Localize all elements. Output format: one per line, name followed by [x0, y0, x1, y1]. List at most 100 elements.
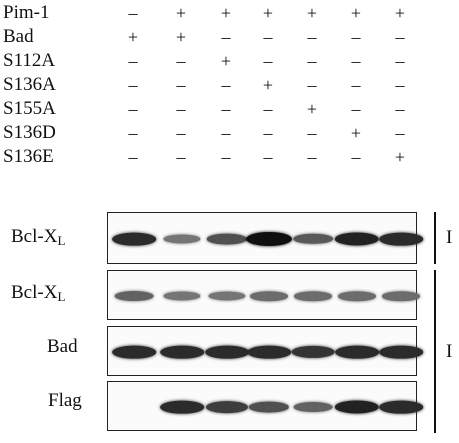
condition-sign: +: [127, 27, 139, 47]
blot-band: [379, 345, 423, 359]
condition-sign: –: [221, 123, 231, 143]
condition-sign: –: [351, 99, 361, 119]
condition-label: S112A: [3, 50, 56, 71]
condition-sign: –: [307, 27, 317, 47]
condition-sign: +: [220, 51, 232, 71]
condition-sign: –: [351, 75, 361, 95]
bracket-line-bottom: [434, 270, 436, 433]
condition-sign: –: [395, 51, 405, 71]
blot-band: [114, 291, 154, 301]
condition-sign: –: [307, 51, 317, 71]
condition-sign: +: [175, 27, 187, 47]
condition-sign: +: [394, 3, 406, 23]
condition-sign: –: [176, 123, 186, 143]
blot-label-subscript: L: [57, 233, 66, 248]
blot-band: [160, 345, 204, 359]
blot-band: [382, 291, 420, 301]
blot-label: Bcl-XL: [11, 282, 65, 308]
condition-sign: –: [221, 75, 231, 95]
condition-sign: –: [128, 3, 138, 23]
condition-sign: –: [128, 51, 138, 71]
condition-sign: +: [350, 123, 362, 143]
condition-sign: –: [221, 99, 231, 119]
blot-band: [206, 233, 248, 245]
condition-sign: –: [263, 27, 273, 47]
blot-band: [208, 291, 246, 301]
condition-sign: –: [395, 123, 405, 143]
condition-sign: +: [394, 147, 406, 167]
condition-sign: –: [395, 75, 405, 95]
blot-band: [335, 345, 379, 359]
blot-band: [163, 234, 201, 244]
condition-sign: +: [175, 3, 187, 23]
panel-group-mark-top: I: [446, 227, 453, 248]
blot-panel-flag: [107, 381, 423, 431]
condition-sign: +: [350, 3, 362, 23]
condition-sign: –: [307, 75, 317, 95]
condition-sign: –: [307, 147, 317, 167]
blot-band: [163, 291, 201, 301]
blot-band: [112, 345, 156, 359]
condition-label: S155A: [3, 98, 56, 119]
blot-band: [293, 233, 333, 245]
blot-band: [293, 402, 333, 412]
condition-sign: –: [263, 123, 273, 143]
condition-label: Bad: [3, 26, 34, 47]
blot-band: [160, 400, 204, 414]
condition-sign: –: [395, 99, 405, 119]
condition-sign: –: [395, 27, 405, 47]
blot-band: [291, 345, 335, 359]
condition-label: S136A: [3, 74, 56, 95]
condition-sign: –: [307, 123, 317, 143]
blot-band: [205, 345, 249, 359]
condition-sign: +: [262, 3, 274, 23]
blot-label-text: Bcl-X: [11, 282, 58, 303]
condition-sign: –: [351, 51, 361, 71]
condition-sign: +: [262, 75, 274, 95]
condition-sign: –: [176, 147, 186, 167]
blot-band: [379, 400, 423, 414]
condition-sign: –: [351, 147, 361, 167]
blot-band: [247, 345, 291, 359]
blot-label-text: Bcl-X: [11, 226, 58, 247]
condition-sign: +: [220, 3, 232, 23]
condition-sign: +: [306, 99, 318, 119]
condition-sign: –: [263, 51, 273, 71]
blot-panel-bclxl-bottom: [107, 270, 420, 320]
condition-sign: –: [221, 147, 231, 167]
bracket-line-top: [434, 212, 436, 264]
blot-band: [379, 232, 423, 246]
blot-label-text: Bad: [47, 336, 78, 357]
blot-label-subscript: L: [57, 289, 66, 304]
condition-sign: –: [128, 75, 138, 95]
blot-label-text: Flag: [48, 390, 82, 411]
condition-sign: –: [128, 99, 138, 119]
condition-label: S136E: [3, 146, 54, 167]
blot-band: [250, 291, 288, 301]
condition-sign: –: [263, 99, 273, 119]
blot-band: [246, 232, 292, 246]
blot-label: Flag: [48, 390, 82, 412]
panel-group-mark-bottom: I: [446, 341, 453, 362]
blot-label: Bcl-XL: [11, 226, 65, 252]
blot-panel-bclxl-top: [107, 212, 423, 264]
condition-sign: –: [176, 51, 186, 71]
condition-sign: –: [128, 123, 138, 143]
condition-sign: –: [221, 27, 231, 47]
condition-sign: –: [128, 147, 138, 167]
condition-label: Pim-1: [3, 2, 50, 23]
condition-sign: –: [176, 99, 186, 119]
blot-panel-bad: [107, 326, 423, 376]
blot-band: [248, 401, 290, 413]
blot-band: [112, 232, 156, 246]
blot-band: [206, 401, 248, 413]
blot-label: Bad: [47, 336, 78, 358]
blot-band: [294, 291, 332, 301]
condition-sign: +: [306, 3, 318, 23]
blot-band: [338, 291, 376, 301]
condition-sign: –: [176, 75, 186, 95]
condition-sign: –: [351, 27, 361, 47]
blot-band: [334, 232, 380, 246]
condition-sign: –: [263, 147, 273, 167]
condition-label: S136D: [3, 122, 56, 143]
